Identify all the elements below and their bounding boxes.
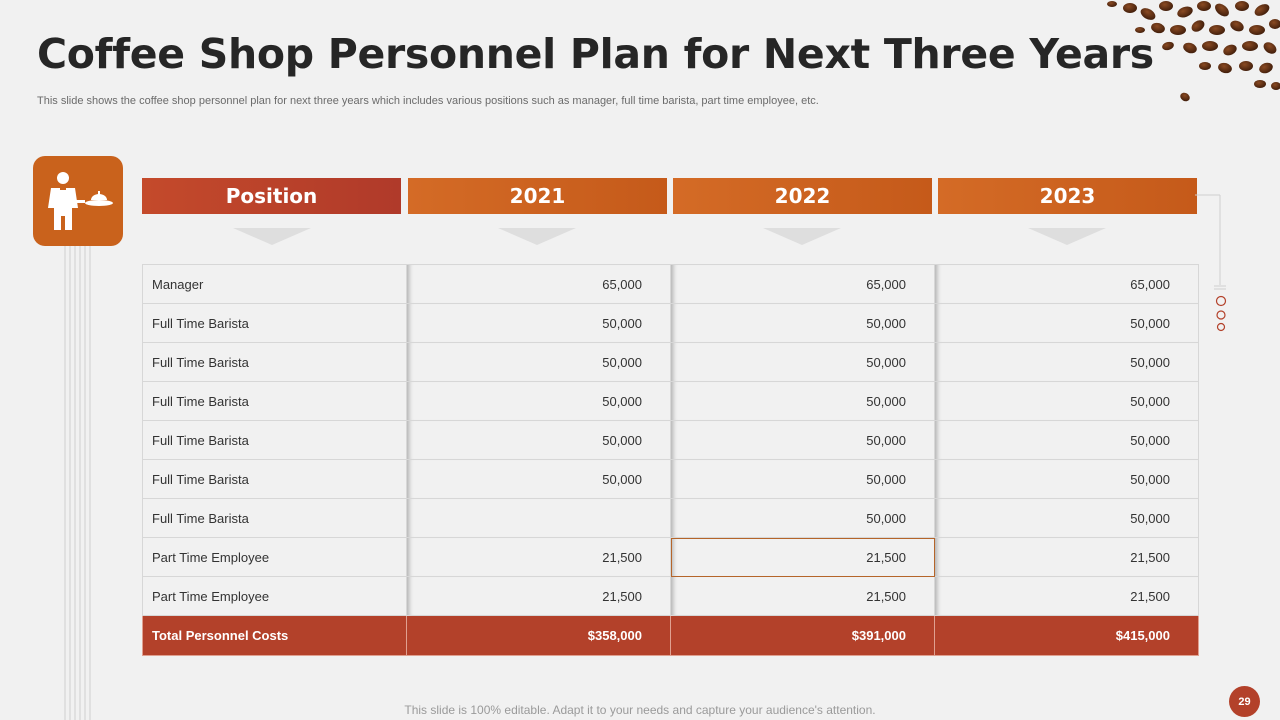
value-cell-2021[interactable] <box>406 498 671 538</box>
value-cell-2022-selected[interactable]: 21,500 <box>670 537 935 577</box>
value-cell-2023[interactable]: 50,000 <box>934 459 1199 499</box>
value-cell-2022[interactable]: 50,000 <box>670 420 935 460</box>
position-cell[interactable]: Full Time Barista <box>142 303 407 343</box>
total-cell-2021[interactable]: $358,000 <box>406 615 671 656</box>
value-cell-2021[interactable]: 21,500 <box>406 537 671 577</box>
table-row: Part Time Employee 21,500 21,500 21,500 <box>142 576 1199 616</box>
value-cell-2023[interactable]: 21,500 <box>934 537 1199 577</box>
waiter-serving-tray-icon <box>48 172 113 230</box>
value-cell-2022[interactable]: 50,000 <box>670 459 935 499</box>
coffee-beans-image <box>1107 1 1280 102</box>
value-cell-2021[interactable]: 50,000 <box>406 342 671 382</box>
decorative-lines <box>64 246 91 720</box>
value-cell-2022[interactable]: 21,500 <box>670 576 935 616</box>
header-pointer <box>763 228 841 245</box>
value-cell-2022[interactable]: 50,000 <box>670 303 935 343</box>
table-row: Part Time Employee 21,500 21,500 21,500 <box>142 537 1199 577</box>
value-cell-2023[interactable]: 50,000 <box>934 303 1199 343</box>
personnel-plan-table: Manager 65,000 65,000 65,000 Full Time B… <box>142 264 1199 656</box>
value-cell-2023[interactable]: 50,000 <box>934 342 1199 382</box>
value-cell-2022[interactable]: 50,000 <box>670 381 935 421</box>
value-cell-2021[interactable]: 65,000 <box>406 264 671 304</box>
value-cell-2023[interactable]: 50,000 <box>934 498 1199 538</box>
value-cell-2023[interactable]: 65,000 <box>934 264 1199 304</box>
header-pointer <box>233 228 311 245</box>
waiter-icon-box <box>33 156 123 246</box>
total-cell-2022[interactable]: $391,000 <box>670 615 935 656</box>
page-subtitle: This slide shows the coffee shop personn… <box>37 95 819 107</box>
header-pointer <box>1028 228 1106 245</box>
table-row: Full Time Barista 50,000 50,000 50,000 <box>142 342 1199 382</box>
table-row: Full Time Barista 50,000 50,000 50,000 <box>142 381 1199 421</box>
position-cell[interactable]: Part Time Employee <box>142 537 407 577</box>
table-row: Full Time Barista 50,000 50,000 50,000 <box>142 303 1199 343</box>
value-cell-2023[interactable]: 50,000 <box>934 420 1199 460</box>
value-cell-2021[interactable]: 50,000 <box>406 303 671 343</box>
value-cell-2023[interactable]: 21,500 <box>934 576 1199 616</box>
value-cell-2022[interactable]: 50,000 <box>670 342 935 382</box>
table-row: Full Time Barista 50,000 50,000 50,000 <box>142 459 1199 499</box>
value-cell-2021[interactable]: 21,500 <box>406 576 671 616</box>
value-cell-2021[interactable]: 50,000 <box>406 381 671 421</box>
header-position: Position <box>142 178 401 214</box>
position-cell[interactable]: Part Time Employee <box>142 576 407 616</box>
position-cell[interactable]: Full Time Barista <box>142 459 407 499</box>
table-row: Manager 65,000 65,000 65,000 <box>142 264 1199 304</box>
header-2021: 2021 <box>408 178 667 214</box>
footer-note: This slide is 100% editable. Adapt it to… <box>404 703 876 717</box>
table-row: Full Time Barista 50,000 50,000 50,000 <box>142 420 1199 460</box>
total-row: Total Personnel Costs $358,000 $391,000 … <box>142 615 1199 656</box>
position-cell[interactable]: Full Time Barista <box>142 420 407 460</box>
table-row: Full Time Barista 50,000 50,000 <box>142 498 1199 538</box>
page-title: Coffee Shop Personnel Plan for Next Thre… <box>37 30 1154 78</box>
header-pointer <box>498 228 576 245</box>
total-cell-2023[interactable]: $415,000 <box>934 615 1199 656</box>
value-cell-2023[interactable]: 50,000 <box>934 381 1199 421</box>
position-cell[interactable]: Full Time Barista <box>142 498 407 538</box>
value-cell-2021[interactable]: 50,000 <box>406 420 671 460</box>
value-cell-2022[interactable]: 65,000 <box>670 264 935 304</box>
value-cell-2021[interactable]: 50,000 <box>406 459 671 499</box>
decorative-bracket <box>1195 194 1227 332</box>
value-cell-2022[interactable]: 50,000 <box>670 498 935 538</box>
header-2023: 2023 <box>938 178 1197 214</box>
position-cell[interactable]: Full Time Barista <box>142 342 407 382</box>
total-label-cell[interactable]: Total Personnel Costs <box>142 615 407 656</box>
header-2022: 2022 <box>673 178 932 214</box>
page-number-badge: 29 <box>1229 686 1260 717</box>
position-cell[interactable]: Full Time Barista <box>142 381 407 421</box>
position-cell[interactable]: Manager <box>142 264 407 304</box>
